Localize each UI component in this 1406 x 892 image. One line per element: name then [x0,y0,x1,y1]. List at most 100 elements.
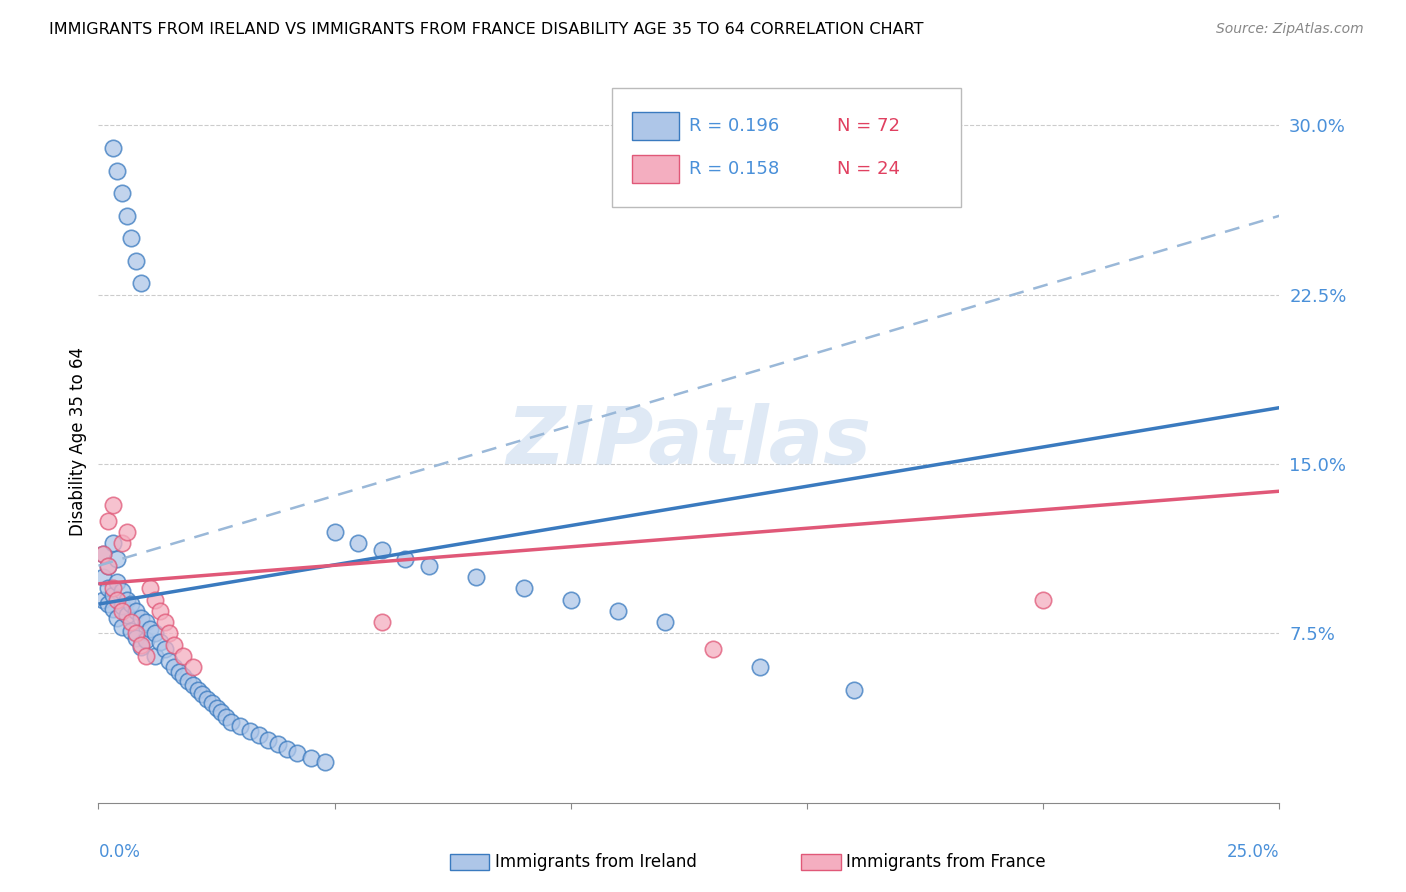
Point [205,701,228,715]
Point [135,648,157,663]
Point [172,648,194,663]
Point [91,592,114,607]
Point [702,642,724,657]
Point [129,638,152,652]
Point [115,524,138,539]
Point [157,626,180,640]
Text: N = 72: N = 72 [837,117,900,135]
Point [285,746,308,760]
Point [101,582,124,596]
Point [111,186,134,201]
Point [121,615,143,630]
Point [143,648,166,663]
Point [115,592,138,607]
Point [139,622,162,636]
Point [125,626,148,640]
Point [121,624,143,639]
Text: R = 0.196: R = 0.196 [689,117,779,135]
Point [111,599,134,614]
Point [512,582,534,596]
Point [267,737,290,751]
Point [201,697,224,711]
Point [101,536,124,550]
Point [239,723,262,738]
Y-axis label: Disability Age 35 to 64: Disability Age 35 to 64 [69,347,87,536]
Point [163,638,186,652]
Text: 0.0%: 0.0% [98,843,141,861]
Point [115,209,138,223]
Point [157,654,180,668]
Point [91,570,114,584]
Point [101,601,124,615]
Point [97,597,120,611]
Point [91,548,114,562]
Point [105,163,128,178]
Point [314,755,336,769]
Point [257,732,280,747]
Point [181,660,204,674]
Point [215,710,238,724]
Point [97,558,120,573]
Point [844,682,866,697]
Point [191,687,214,701]
Text: Immigrants from France: Immigrants from France [846,853,1046,871]
Point [247,728,270,742]
Point [748,660,770,674]
FancyBboxPatch shape [633,112,679,139]
Point [153,615,176,630]
FancyBboxPatch shape [633,155,679,183]
Point [111,620,134,634]
Point [163,660,186,674]
Point [143,626,166,640]
Point [115,608,138,623]
Point [323,524,346,539]
Point [111,536,134,550]
Text: Immigrants from Ireland: Immigrants from Ireland [495,853,697,871]
Point [276,741,298,756]
Point [219,714,242,729]
Point [143,592,166,607]
Text: 25.0%: 25.0% [1227,843,1279,861]
Point [149,635,172,649]
Point [121,231,143,245]
Point [135,633,157,648]
Point [105,574,128,589]
Point [181,678,204,692]
Point [465,570,488,584]
Point [167,665,190,679]
Point [371,615,394,630]
Point [195,692,218,706]
Point [101,588,124,602]
Point [1032,592,1054,607]
Point [111,583,134,598]
Point [149,604,172,618]
Point [394,552,416,566]
Point [111,604,134,618]
Point [129,610,152,624]
Point [105,592,128,607]
Point [125,631,148,645]
Point [135,615,157,630]
Text: N = 24: N = 24 [837,161,900,178]
Point [209,706,232,720]
Point [560,592,582,607]
Point [187,682,209,697]
Point [654,615,676,630]
Point [172,669,194,683]
Point [125,604,148,618]
Point [121,597,143,611]
Point [177,673,200,688]
Point [129,277,152,291]
Point [91,548,114,562]
Point [139,582,162,596]
Point [125,253,148,268]
Point [153,642,176,657]
Text: R = 0.158: R = 0.158 [689,161,779,178]
Point [101,141,124,155]
Text: ZIPatlas: ZIPatlas [506,402,872,481]
Point [97,582,120,596]
Point [105,610,128,624]
Point [105,552,128,566]
FancyBboxPatch shape [612,87,960,207]
Point [347,536,370,550]
